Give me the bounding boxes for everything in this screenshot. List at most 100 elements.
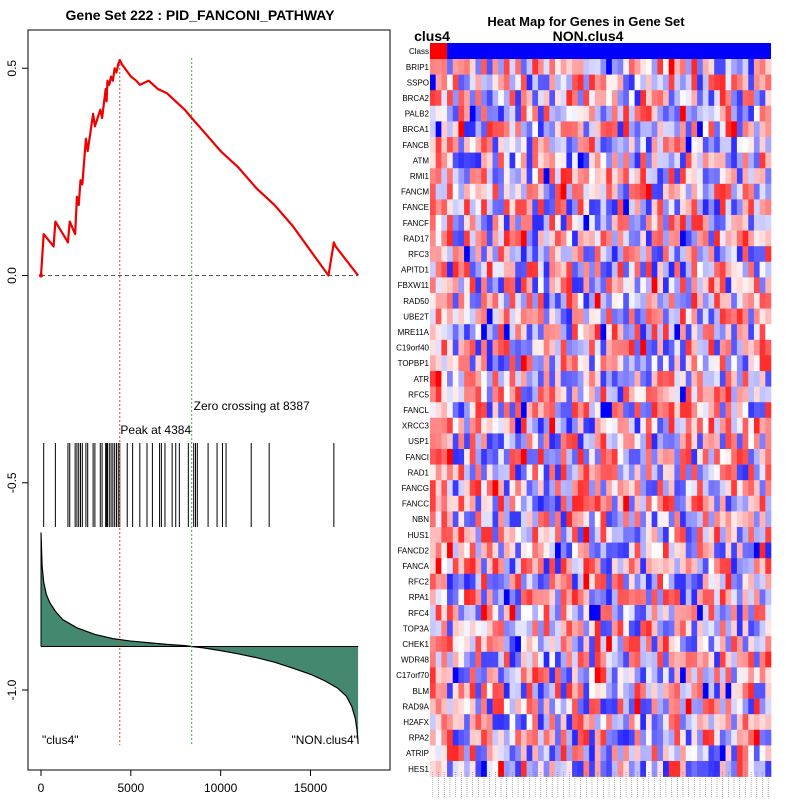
- heatmap-cell: [458, 714, 465, 731]
- heatmap-cell: [594, 636, 601, 653]
- heatmap-cell: [674, 589, 681, 606]
- heatmap-cell: [725, 433, 732, 450]
- heatmap-cell: [623, 761, 630, 777]
- heatmap-cell: [691, 745, 698, 762]
- heatmap-cell: [628, 152, 635, 169]
- heatmap-cell: [458, 636, 465, 653]
- heatmap-cell: [736, 729, 743, 746]
- heatmap-cell: [492, 542, 499, 559]
- heatmap-cell: [702, 542, 709, 559]
- heatmap-cell: [708, 371, 715, 387]
- heatmap-cell: [589, 495, 596, 512]
- heatmap-cell: [532, 324, 539, 341]
- heatmap-cell: [566, 433, 573, 450]
- heatmap-cell: [526, 168, 533, 185]
- heatmap-cell: [691, 761, 698, 777]
- heatmap-cell: [486, 230, 493, 247]
- heatmap-cell: [492, 59, 499, 75]
- heatmap-cell: [606, 74, 613, 91]
- heatmap-cell: [600, 183, 607, 200]
- heatmap-cell: [606, 183, 613, 200]
- heatmap-cell: [753, 339, 760, 356]
- heatmap-cell: [498, 293, 505, 309]
- heatmap-cell: [663, 495, 669, 512]
- gene-label: WDR48: [401, 656, 430, 665]
- heatmap-cell: [691, 308, 698, 325]
- heatmap-cell: [753, 152, 760, 169]
- heatmap-cell: [594, 464, 601, 481]
- heatmap-cell: [447, 324, 454, 341]
- heatmap-cell: [685, 293, 692, 309]
- heatmap-cell: [606, 417, 613, 434]
- heatmap-cell: [486, 152, 493, 169]
- heatmap-cell: [498, 355, 505, 372]
- heatmap-cell: [606, 59, 613, 75]
- heatmap-cell: [526, 324, 533, 341]
- heatmap-cell: [657, 449, 664, 465]
- heatmap-cell: [447, 90, 454, 107]
- heatmap-cell: [640, 59, 647, 75]
- heatmap-cell: [759, 605, 766, 621]
- heatmap-cell: [657, 246, 664, 263]
- heatmap-cell: [617, 261, 624, 278]
- heatmap-cell: [515, 589, 522, 606]
- heatmap-cell: [759, 355, 766, 372]
- heatmap-cell: [526, 355, 533, 372]
- gene-label: BRCA1: [402, 125, 429, 134]
- heatmap-cell: [526, 74, 533, 91]
- heatmap-cell: [498, 620, 505, 637]
- heatmap-cell: [441, 495, 448, 512]
- heatmap-cell: [691, 293, 698, 309]
- heatmap-cell: [640, 137, 647, 153]
- heatmap-cell: [481, 761, 488, 777]
- heatmap-cell: [583, 293, 590, 309]
- heatmap-cell: [731, 324, 738, 341]
- heatmap-cell: [736, 324, 743, 341]
- heatmap-cell: [697, 495, 704, 512]
- heatmap-cell: [617, 308, 624, 325]
- heatmap-cell: [566, 651, 573, 668]
- heatmap-cell: [594, 558, 601, 575]
- heatmap-cell: [577, 105, 584, 122]
- heatmap-cell: [697, 371, 704, 387]
- heatmap-cell: [742, 433, 749, 450]
- y-tick-label: -1.0: [5, 679, 19, 700]
- heatmap-cell: [680, 183, 687, 200]
- heatmap-cell: [753, 215, 760, 231]
- heatmap-cell: [503, 355, 510, 372]
- heatmap-cell: [645, 105, 652, 122]
- heatmap-cell: [600, 293, 607, 309]
- heatmap-cell: [651, 464, 658, 481]
- heatmap-cell: [708, 449, 715, 465]
- heatmap-cell: [452, 402, 459, 419]
- heatmap-cell: [651, 339, 658, 356]
- heatmap-cell: [742, 417, 749, 434]
- heatmap-cell: [697, 355, 704, 372]
- heatmap-cell: [714, 90, 721, 107]
- heatmap-cell: [736, 339, 743, 356]
- heatmap-cell: [475, 183, 482, 200]
- heatmap-cell: [583, 464, 590, 481]
- heatmap-cell: [452, 527, 459, 543]
- heatmap-cell: [560, 683, 567, 699]
- heatmap-cell: [447, 339, 454, 356]
- heatmap-cell: [555, 464, 562, 481]
- heatmap-cell: [560, 293, 567, 309]
- heatmap-cell: [503, 480, 510, 497]
- heatmap-cell: [572, 589, 579, 606]
- heatmap-cell: [503, 324, 510, 341]
- heatmap-cell: [708, 308, 715, 325]
- heatmap-cell: [583, 589, 590, 606]
- heatmap-cell: [520, 74, 527, 91]
- heatmap-cell: [492, 324, 499, 341]
- heatmap-cell: [680, 137, 687, 153]
- gene-label: RFC3: [408, 250, 429, 259]
- heatmap-cell: [543, 402, 550, 419]
- heatmap-cell: [577, 308, 584, 325]
- heatmap-cell: [503, 667, 510, 684]
- hit-markers: [43, 443, 335, 527]
- heatmap-cell: [537, 729, 544, 746]
- heatmap-cell: [674, 199, 681, 216]
- heatmap-cell: [628, 293, 635, 309]
- heatmap-cell: [685, 339, 692, 356]
